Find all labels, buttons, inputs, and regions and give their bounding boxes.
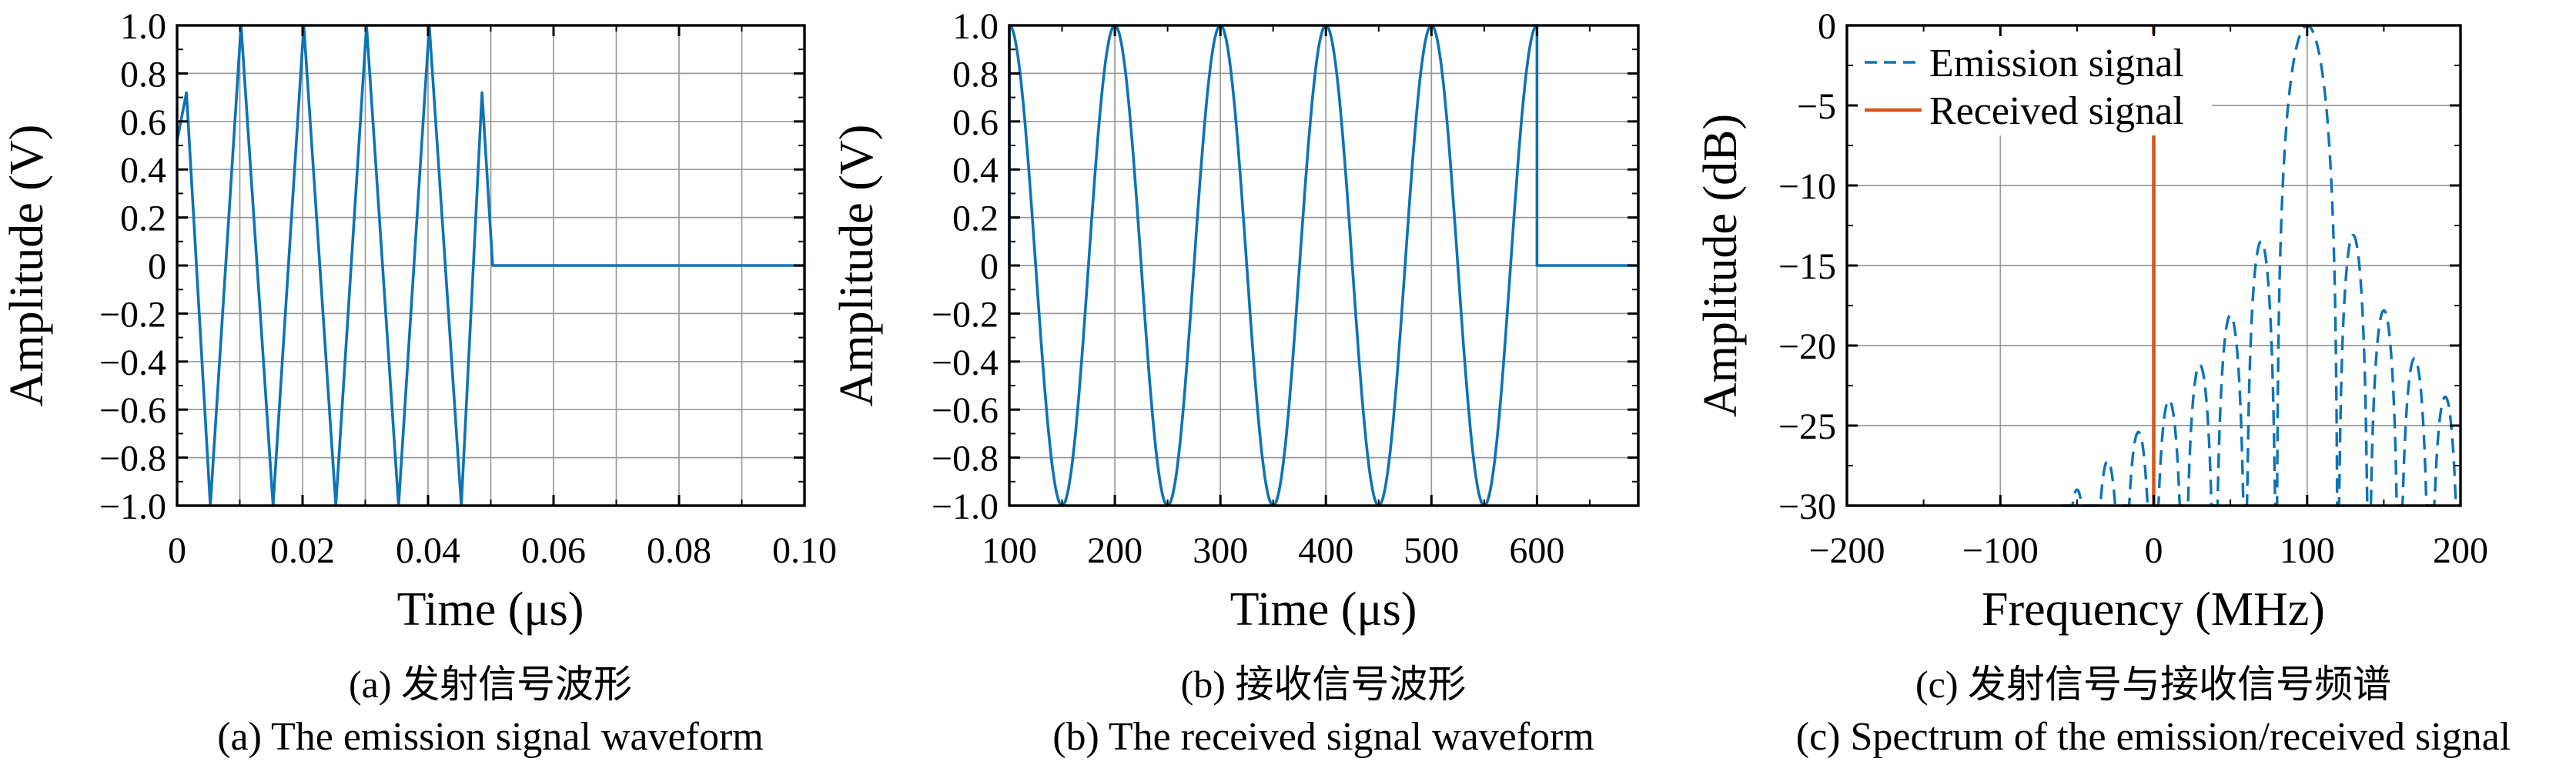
- subplot-a: 0 0.02 0.04 0.06 0.08 0.10 1.0 0.8 0.6 0.4 0.2 0 −0.…: [1, 6, 837, 759]
- y-tick-label: −10: [1778, 166, 1836, 207]
- ylabel-c: Amplitude (dB): [1694, 114, 1747, 417]
- x-tick-label: 600: [1509, 530, 1564, 571]
- legend: Emission signal Received signal: [1858, 34, 2212, 135]
- x-tick-label: 0.10: [772, 530, 837, 571]
- legend-label-received: Received signal: [1929, 89, 2184, 133]
- y-tick-label: −0.2: [99, 294, 166, 335]
- y-tick-label: 1.0: [952, 6, 999, 47]
- xlabel-a: Time (μs): [397, 583, 584, 636]
- y-tick-label: 0.2: [952, 199, 999, 239]
- y-tick-label: 0: [1818, 6, 1836, 47]
- y-tick-label: −1.0: [932, 486, 999, 527]
- subplot-c: Emission signal Received signal −200 −100…: [1694, 6, 2511, 759]
- x-tick-label: 200: [1087, 530, 1142, 571]
- x-tick-label: 0.08: [647, 530, 711, 571]
- curve-layer-a: [176, 24, 805, 507]
- ylabel-a: Amplitude (V): [1, 125, 53, 407]
- y-tick-label: −30: [1778, 486, 1836, 527]
- frame-b: [1008, 24, 1640, 507]
- y-tick-label: −0.6: [99, 390, 166, 431]
- tick-labels-a: 0 0.02 0.04 0.06 0.08 0.10 1.0 0.8 0.6 0.4 0.2 0 −0.…: [99, 6, 837, 571]
- tick-labels-c: −200 −100 0 100 200 0 −5 −10 −15 −20 −25 −30: [1778, 6, 2488, 571]
- y-tick-label: −0.8: [99, 439, 166, 479]
- caption-cn-a: (a) 发射信号波形: [349, 663, 632, 706]
- frame-c: [1845, 24, 2462, 507]
- x-tick-label: 400: [1298, 530, 1353, 571]
- grid-b: [1009, 25, 1638, 506]
- y-tick-label: 0.4: [120, 150, 166, 191]
- caption-cn-c: (c) 发射信号与接收信号频谱: [1915, 663, 2391, 706]
- y-tick-label: 0.2: [120, 199, 166, 239]
- y-tick-label: −0.4: [932, 342, 999, 383]
- y-tick-label: −1.0: [99, 486, 166, 527]
- y-tick-label: 0.6: [120, 102, 166, 143]
- tick-labels-b: 100 200 300 400 500 600 1.0 0.8 0.6 0.4 0.2 0 −0.2 −0…: [932, 6, 1564, 571]
- caption-cn-b: (b) 接收信号波形: [1181, 663, 1467, 706]
- subplot-b: 100 200 300 400 500 600 1.0 0.8 0.6 0.4 0.2 0 −0.2 −0…: [831, 6, 1640, 759]
- y-tick-label: −15: [1778, 246, 1836, 287]
- ylabel-b: Amplitude (V): [831, 125, 883, 407]
- x-tick-label: 100: [2280, 530, 2335, 571]
- y-tick-label: 0.4: [952, 150, 999, 191]
- x-tick-label: −200: [1808, 530, 1885, 571]
- x-tick-label: 100: [982, 530, 1037, 571]
- xlabel-b: Time (μs): [1230, 583, 1417, 636]
- y-tick-label: −0.6: [932, 390, 999, 431]
- x-tick-label: 300: [1193, 530, 1248, 571]
- y-tick-label: 1.0: [120, 6, 166, 47]
- y-tick-label: 0: [980, 246, 999, 287]
- y-tick-label: 0.8: [120, 54, 166, 95]
- legend-box: [1858, 34, 2212, 135]
- x-tick-label: 0: [168, 530, 186, 571]
- x-tick-label: −100: [1962, 530, 2039, 571]
- legend-label-emission: Emission signal: [1929, 42, 2184, 85]
- y-tick-label: −20: [1778, 326, 1836, 367]
- x-tick-label: 0: [2145, 530, 2163, 571]
- y-tick-label: −0.4: [99, 342, 166, 383]
- caption-en-a: (a) The emission signal waveform: [217, 715, 764, 759]
- y-tick-label: −5: [1797, 86, 1836, 127]
- x-tick-label: 500: [1403, 530, 1459, 571]
- x-tick-label: 0.02: [270, 530, 335, 571]
- y-tick-label: 0.8: [952, 54, 999, 95]
- frame-a: [176, 24, 806, 507]
- y-tick-label: 0.6: [952, 102, 999, 143]
- x-tick-label: 0.04: [396, 530, 460, 571]
- y-tick-label: 0: [148, 246, 166, 287]
- y-tick-label: −25: [1778, 406, 1836, 447]
- emission-waveform-curve: [176, 24, 805, 507]
- xlabel-c: Frequency (MHz): [1982, 583, 2325, 636]
- caption-en-c: (c) Spectrum of the emission/received si…: [1796, 715, 2511, 759]
- caption-en-b: (b) The received signal waveform: [1052, 715, 1594, 759]
- x-tick-label: 200: [2433, 530, 2488, 571]
- x-tick-label: 0.06: [521, 530, 586, 571]
- y-tick-label: −0.2: [932, 294, 999, 335]
- y-tick-label: −0.8: [932, 439, 999, 479]
